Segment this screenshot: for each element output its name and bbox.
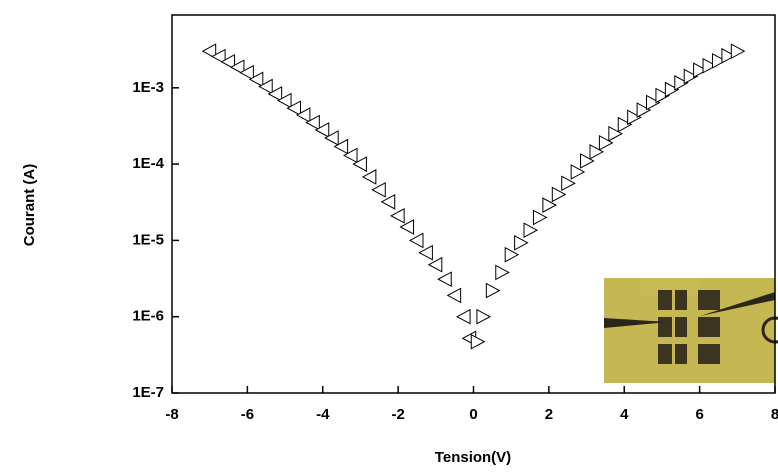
data-point	[485, 282, 501, 299]
data-point	[211, 48, 226, 65]
data-point	[598, 134, 614, 151]
data-point	[277, 92, 292, 109]
data-point	[721, 47, 736, 64]
y-tick-label: 1E-5	[132, 231, 164, 248]
x-tick-label: -8	[165, 406, 178, 423]
x-axis-title: Tension(V)	[435, 449, 511, 466]
data-point	[570, 164, 586, 180]
data-point	[551, 186, 567, 203]
data-point	[352, 156, 367, 172]
x-tick-label: 8	[771, 406, 778, 423]
data-point	[380, 194, 396, 210]
data-point	[608, 125, 623, 142]
data-point	[617, 116, 633, 133]
data-point	[523, 222, 539, 239]
data-point	[399, 219, 415, 235]
data-point	[561, 175, 576, 192]
data-point	[532, 209, 548, 226]
data-point	[674, 75, 689, 91]
y-tick-label: 1E-7	[132, 384, 164, 401]
x-tick-label: -4	[316, 406, 330, 423]
data-point	[476, 308, 491, 325]
data-point	[258, 78, 273, 95]
data-point	[305, 114, 320, 131]
data-point	[470, 333, 486, 350]
data-point	[201, 43, 217, 60]
data-point	[239, 64, 254, 81]
data-point	[627, 109, 642, 126]
data-point	[646, 94, 661, 111]
data-point	[324, 130, 339, 146]
data-point	[229, 59, 245, 76]
data-point	[437, 271, 452, 288]
data-point	[418, 244, 433, 261]
data-point	[371, 181, 386, 198]
data-point	[248, 71, 264, 88]
x-tick-label: -6	[241, 406, 254, 423]
x-tick-label: -2	[391, 406, 404, 423]
x-tick-label: 6	[695, 406, 703, 423]
y-tick-label: 1E-4	[132, 155, 164, 172]
data-point	[361, 169, 377, 185]
data-point	[711, 52, 727, 69]
inset-photo	[604, 278, 778, 383]
data-point	[427, 256, 443, 273]
x-tick-label: 4	[620, 406, 629, 423]
data-point	[333, 138, 349, 155]
data-point	[580, 153, 595, 169]
data-point	[693, 62, 708, 79]
data-point	[664, 81, 680, 98]
data-point	[542, 197, 557, 213]
data-point	[683, 68, 699, 85]
data-point	[514, 234, 529, 251]
data-point	[495, 264, 510, 281]
data-point	[446, 287, 462, 304]
y-tick-label: 1E-3	[132, 79, 164, 96]
data-point	[702, 57, 718, 74]
data-point	[342, 147, 358, 164]
data-point	[408, 232, 424, 249]
data-point	[504, 246, 520, 263]
data-point	[655, 87, 670, 104]
data-point	[456, 308, 471, 325]
data-point	[730, 43, 746, 60]
data-point	[636, 102, 652, 118]
x-tick-label: 0	[469, 406, 477, 423]
data-point	[295, 107, 311, 123]
data-point	[390, 207, 405, 224]
y-tick-label: 1E-6	[132, 308, 164, 325]
data-point	[314, 122, 330, 138]
data-point	[589, 143, 605, 160]
data-point	[286, 100, 301, 117]
y-axis-title: Courant (A)	[21, 164, 38, 247]
x-tick-label: 2	[545, 406, 553, 423]
data-point	[267, 86, 283, 102]
data-point	[220, 53, 236, 70]
